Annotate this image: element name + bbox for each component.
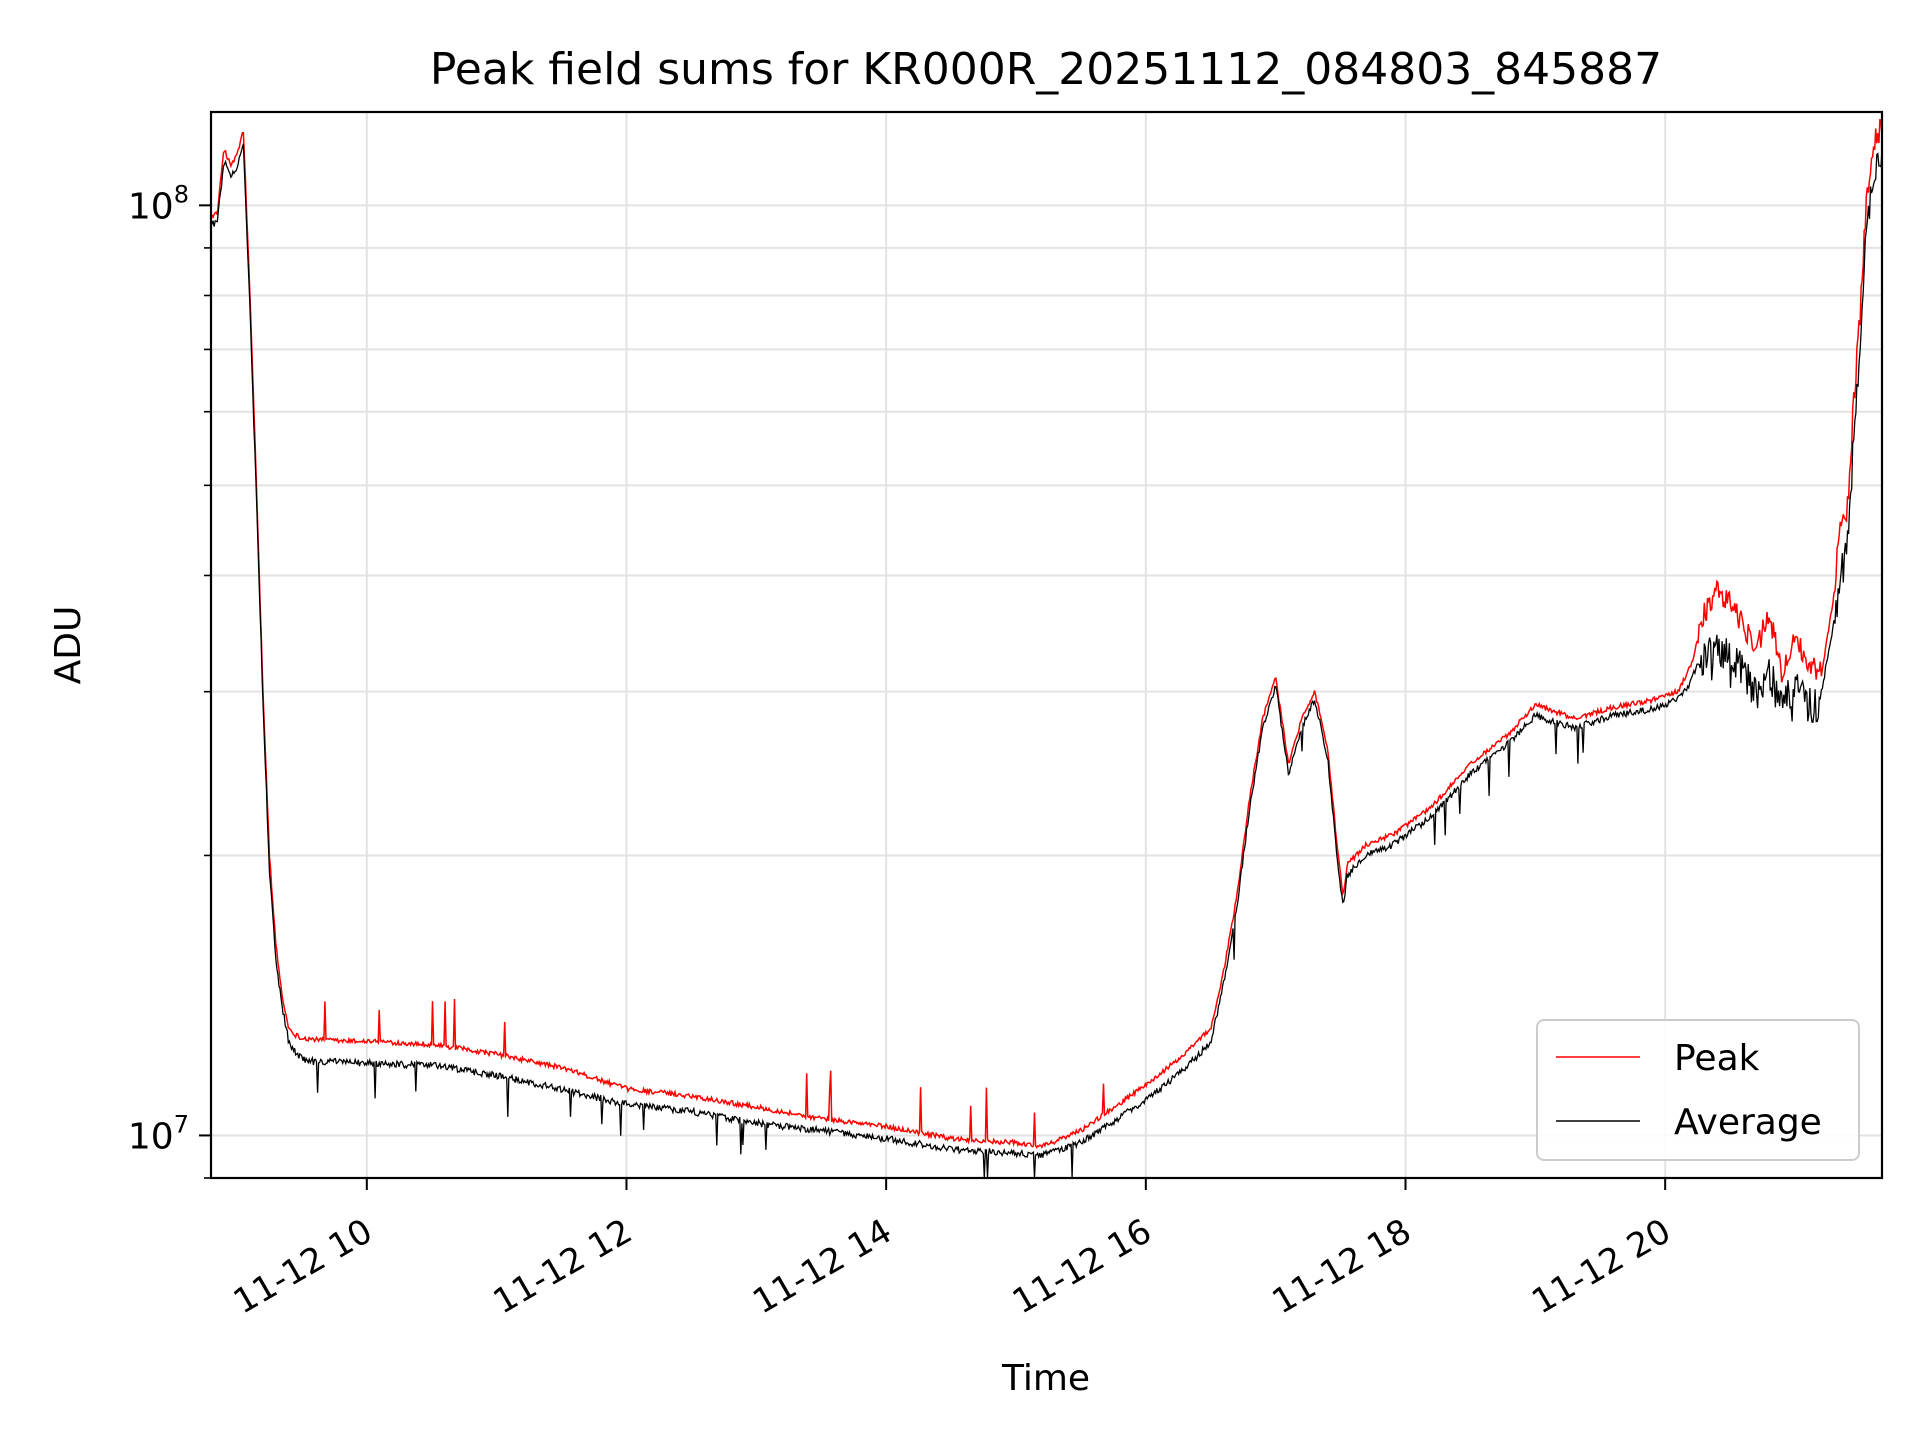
y-axis-label: ADU — [48, 606, 89, 685]
legend-peak-label: Peak — [1674, 1038, 1760, 1079]
legend: Peak Average — [1536, 1019, 1860, 1161]
legend-average-label: Average — [1674, 1102, 1822, 1143]
series-lines — [211, 118, 1882, 1178]
plot-frame — [209, 110, 1884, 1180]
y-tick-label: 108 — [128, 180, 189, 227]
series-average-line — [211, 143, 1882, 1178]
grid — [211, 112, 1882, 1179]
chart-title: Peak field sums for KR000R_20251112_0848… — [430, 44, 1662, 95]
y-tick-label: 107 — [128, 1110, 189, 1157]
series-peak-line — [211, 118, 1882, 1150]
legend-box — [1536, 1019, 1860, 1161]
x-axis-label: Time — [1001, 1358, 1090, 1399]
